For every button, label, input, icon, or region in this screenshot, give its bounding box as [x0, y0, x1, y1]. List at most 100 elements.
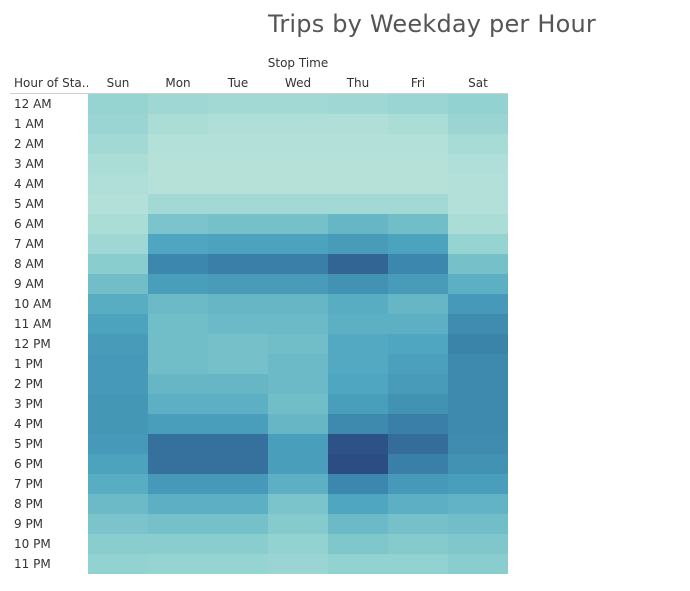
heatmap-cell-sat-3-pm[interactable] [448, 394, 508, 414]
heatmap-cell-sun-5-pm[interactable] [88, 434, 148, 454]
row-label-11-am[interactable]: 11 AM [14, 317, 52, 331]
heatmap-cell-fri-11-am[interactable] [388, 314, 448, 334]
heatmap-cell-wed-1-am[interactable] [268, 114, 328, 134]
heatmap-cell-sat-7-pm[interactable] [448, 474, 508, 494]
heatmap-cell-wed-11-am[interactable] [268, 314, 328, 334]
row-label-9-pm[interactable]: 9 PM [14, 517, 44, 531]
heatmap-cell-tue-9-am[interactable] [208, 274, 268, 294]
heatmap-cell-thu-6-pm[interactable] [328, 454, 388, 474]
heatmap-cell-thu-5-am[interactable] [328, 194, 388, 214]
heatmap-cell-fri-4-pm[interactable] [388, 414, 448, 434]
heatmap-cell-fri-3-am[interactable] [388, 154, 448, 174]
heatmap-cell-sat-6-am[interactable] [448, 214, 508, 234]
heatmap-cell-sat-12-am[interactable] [448, 94, 508, 114]
row-label-9-am[interactable]: 9 AM [14, 277, 45, 291]
heatmap-cell-fri-9-pm[interactable] [388, 514, 448, 534]
heatmap-cell-mon-4-am[interactable] [148, 174, 208, 194]
heatmap-cell-tue-2-am[interactable] [208, 134, 268, 154]
row-label-4-am[interactable]: 4 AM [14, 177, 45, 191]
heatmap-cell-fri-1-am[interactable] [388, 114, 448, 134]
heatmap-cell-sun-12-am[interactable] [88, 94, 148, 114]
heatmap-cell-fri-12-am[interactable] [388, 94, 448, 114]
heatmap-cell-tue-1-am[interactable] [208, 114, 268, 134]
heatmap-cell-mon-5-am[interactable] [148, 194, 208, 214]
row-label-8-pm[interactable]: 8 PM [14, 497, 44, 511]
heatmap-cell-mon-3-am[interactable] [148, 154, 208, 174]
heatmap-cell-sun-9-am[interactable] [88, 274, 148, 294]
heatmap-cell-wed-3-am[interactable] [268, 154, 328, 174]
heatmap-cell-tue-5-am[interactable] [208, 194, 268, 214]
heatmap-cell-thu-12-pm[interactable] [328, 334, 388, 354]
heatmap-cell-sat-2-am[interactable] [448, 134, 508, 154]
heatmap-cell-sat-12-pm[interactable] [448, 334, 508, 354]
heatmap-cell-mon-1-am[interactable] [148, 114, 208, 134]
heatmap-cell-sun-12-pm[interactable] [88, 334, 148, 354]
row-label-3-am[interactable]: 3 AM [14, 157, 45, 171]
heatmap-cell-fri-7-am[interactable] [388, 234, 448, 254]
row-label-10-pm[interactable]: 10 PM [14, 537, 51, 551]
heatmap-cell-tue-12-am[interactable] [208, 94, 268, 114]
heatmap-cell-mon-12-am[interactable] [148, 94, 208, 114]
heatmap-cell-wed-4-am[interactable] [268, 174, 328, 194]
heatmap-cell-thu-11-pm[interactable] [328, 554, 388, 574]
heatmap-cell-mon-6-pm[interactable] [148, 454, 208, 474]
heatmap-cell-mon-5-pm[interactable] [148, 434, 208, 454]
heatmap-cell-tue-7-am[interactable] [208, 234, 268, 254]
heatmap-cell-fri-12-pm[interactable] [388, 334, 448, 354]
heatmap-cell-wed-10-pm[interactable] [268, 534, 328, 554]
heatmap-cell-fri-11-pm[interactable] [388, 554, 448, 574]
heatmap-cell-sat-8-am[interactable] [448, 254, 508, 274]
heatmap-cell-sun-11-pm[interactable] [88, 554, 148, 574]
heatmap-cell-fri-2-pm[interactable] [388, 374, 448, 394]
heatmap-cell-sat-11-pm[interactable] [448, 554, 508, 574]
heatmap-cell-tue-11-pm[interactable] [208, 554, 268, 574]
heatmap-cell-thu-2-am[interactable] [328, 134, 388, 154]
heatmap-cell-mon-12-pm[interactable] [148, 334, 208, 354]
row-label-11-pm[interactable]: 11 PM [14, 557, 51, 571]
heatmap-cell-sat-7-am[interactable] [448, 234, 508, 254]
row-label-7-am[interactable]: 7 AM [14, 237, 45, 251]
heatmap-cell-wed-10-am[interactable] [268, 294, 328, 314]
heatmap-cell-thu-7-pm[interactable] [328, 474, 388, 494]
heatmap-cell-sun-6-pm[interactable] [88, 454, 148, 474]
heatmap-cell-wed-3-pm[interactable] [268, 394, 328, 414]
heatmap-cell-wed-2-pm[interactable] [268, 374, 328, 394]
heatmap-cell-thu-2-pm[interactable] [328, 374, 388, 394]
row-label-2-am[interactable]: 2 AM [14, 137, 45, 151]
heatmap-cell-fri-5-am[interactable] [388, 194, 448, 214]
heatmap-cell-sat-5-am[interactable] [448, 194, 508, 214]
heatmap-cell-sun-6-am[interactable] [88, 214, 148, 234]
column-label-sat[interactable]: Sat [468, 76, 488, 90]
heatmap-cell-wed-8-pm[interactable] [268, 494, 328, 514]
heatmap-cell-wed-9-am[interactable] [268, 274, 328, 294]
heatmap-cell-sat-9-pm[interactable] [448, 514, 508, 534]
column-label-fri[interactable]: Fri [410, 76, 426, 90]
heatmap-cell-mon-9-pm[interactable] [148, 514, 208, 534]
heatmap-cell-thu-8-am[interactable] [328, 254, 388, 274]
row-label-7-pm[interactable]: 7 PM [14, 477, 44, 491]
heatmap-cell-fri-3-pm[interactable] [388, 394, 448, 414]
row-label-5-pm[interactable]: 5 PM [14, 437, 44, 451]
heatmap-cell-sat-9-am[interactable] [448, 274, 508, 294]
heatmap-cell-wed-8-am[interactable] [268, 254, 328, 274]
heatmap-cell-sun-3-pm[interactable] [88, 394, 148, 414]
column-label-thu[interactable]: Thu [346, 76, 370, 90]
heatmap-cell-sat-11-am[interactable] [448, 314, 508, 334]
heatmap-cell-fri-2-am[interactable] [388, 134, 448, 154]
heatmap-cell-tue-9-pm[interactable] [208, 514, 268, 534]
heatmap-cell-mon-1-pm[interactable] [148, 354, 208, 374]
heatmap-cell-wed-12-pm[interactable] [268, 334, 328, 354]
heatmap-cell-tue-5-pm[interactable] [208, 434, 268, 454]
row-label-1-pm[interactable]: 1 PM [14, 357, 44, 371]
heatmap-cell-thu-9-pm[interactable] [328, 514, 388, 534]
heatmap-cell-sat-6-pm[interactable] [448, 454, 508, 474]
row-label-2-pm[interactable]: 2 PM [14, 377, 44, 391]
row-label-6-am[interactable]: 6 AM [14, 217, 45, 231]
heatmap-cell-sat-8-pm[interactable] [448, 494, 508, 514]
heatmap-cell-tue-4-pm[interactable] [208, 414, 268, 434]
row-label-8-am[interactable]: 8 AM [14, 257, 45, 271]
heatmap-cell-mon-4-pm[interactable] [148, 414, 208, 434]
heatmap-cell-mon-8-pm[interactable] [148, 494, 208, 514]
heatmap-cell-wed-5-pm[interactable] [268, 434, 328, 454]
row-label-1-am[interactable]: 1 AM [14, 117, 45, 131]
